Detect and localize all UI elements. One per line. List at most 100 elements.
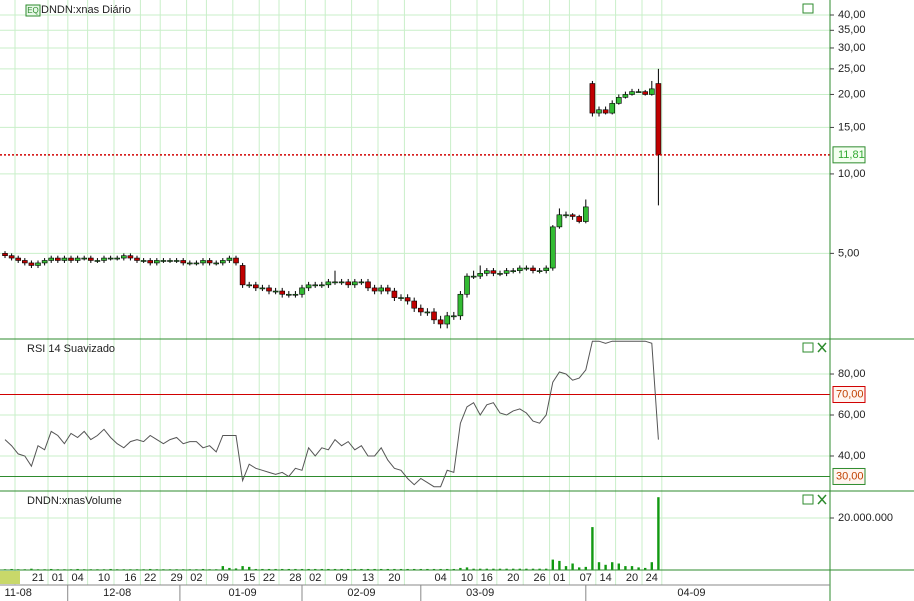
volume-bar xyxy=(399,568,403,570)
candle-body xyxy=(569,214,576,217)
candle-body xyxy=(352,281,358,286)
volume-bar xyxy=(50,568,53,570)
volume-bar xyxy=(545,568,548,570)
panel-title[interactable]: DNDN:xnas Diário xyxy=(41,4,131,16)
volume-bar xyxy=(386,568,390,570)
volume-bar xyxy=(267,568,271,570)
candle-body xyxy=(41,260,48,264)
volume-bar xyxy=(518,568,522,570)
candle-body xyxy=(8,255,15,259)
x-tick-label: 29 xyxy=(170,572,182,584)
candle-body xyxy=(391,290,398,298)
candle-body xyxy=(431,311,437,321)
candle-body xyxy=(206,260,213,264)
maximize-icon[interactable] xyxy=(802,342,814,353)
candle-body xyxy=(68,257,74,261)
volume-bar xyxy=(353,568,357,570)
grid-layer xyxy=(0,0,830,585)
candle-body xyxy=(22,260,28,264)
marks-layer xyxy=(0,68,830,570)
close-icon[interactable] xyxy=(817,494,827,505)
candle-body xyxy=(550,226,556,269)
candle-body xyxy=(140,260,147,262)
x-tick-label: 26 xyxy=(533,572,545,584)
candle-body xyxy=(173,260,180,262)
volume-bar xyxy=(578,567,581,570)
maximize-icon[interactable] xyxy=(802,3,814,14)
candle-body xyxy=(107,257,114,260)
x-tick-label: 14 xyxy=(599,572,611,584)
volume-bar xyxy=(485,568,489,570)
candle-body xyxy=(378,287,385,292)
close-icon[interactable] xyxy=(817,342,827,353)
candle-body xyxy=(35,262,41,266)
candle-body xyxy=(246,284,253,287)
candle-body xyxy=(602,109,609,114)
volume-bar xyxy=(287,568,291,570)
volume-bar xyxy=(149,568,152,570)
volume-bar xyxy=(492,568,495,570)
volume-bar xyxy=(531,568,535,570)
x-tick-label: 22 xyxy=(263,572,275,584)
volume-bar xyxy=(446,568,449,570)
candle-body xyxy=(589,83,596,114)
volume-bar xyxy=(228,567,231,570)
candle-body xyxy=(200,260,206,264)
volume-bar xyxy=(525,568,528,570)
panel-title[interactable]: DNDN:xnasVolume xyxy=(27,495,122,507)
candle-body xyxy=(114,257,121,260)
candle-body xyxy=(81,257,88,260)
x-tick-label: 21 xyxy=(32,572,44,584)
x-tick-label: 04 xyxy=(434,572,446,584)
volume-bar xyxy=(611,562,614,570)
volume-bar xyxy=(432,568,436,570)
candle-body xyxy=(642,91,649,95)
volume-bar xyxy=(241,566,244,570)
candle-body xyxy=(160,260,167,262)
x-tick-label: 15 xyxy=(243,572,255,584)
volume-bar xyxy=(294,568,297,570)
x-tick-label: 20 xyxy=(507,572,519,584)
candle-body xyxy=(649,88,655,95)
candle-body xyxy=(94,260,101,262)
x-tick-label: 28 xyxy=(289,572,301,584)
candle-body xyxy=(101,257,107,261)
candle-body xyxy=(272,290,279,293)
maximize-icon[interactable] xyxy=(802,494,814,505)
y-tick-label: 30,00 xyxy=(838,42,866,54)
panel-title[interactable]: RSI 14 Suavizado xyxy=(27,343,115,355)
candle-body xyxy=(490,270,497,274)
volume-bar xyxy=(30,568,33,570)
volume-bar xyxy=(498,568,502,570)
volume-bar xyxy=(591,527,594,570)
candle-body xyxy=(583,206,589,222)
x-tick-label: 20 xyxy=(626,572,638,584)
volume-bar xyxy=(459,567,462,570)
candle-body xyxy=(213,262,220,265)
volume-bar xyxy=(472,568,475,570)
x-tick-label: 10 xyxy=(461,572,473,584)
candle-body xyxy=(338,281,345,284)
candle-body xyxy=(404,297,411,302)
candle-body xyxy=(279,290,286,295)
last-price-box xyxy=(832,146,866,164)
volume-bar xyxy=(327,568,330,570)
candle-body xyxy=(292,293,299,296)
level-box xyxy=(832,386,866,404)
candle-body xyxy=(319,284,325,287)
volume-bar xyxy=(261,568,264,570)
month-label: 02-09 xyxy=(347,587,375,599)
candle-body xyxy=(616,97,622,104)
volume-bar xyxy=(320,568,324,570)
level-label: 70,00 xyxy=(836,388,864,400)
volume-bar xyxy=(558,560,561,570)
x-tick-label: 02 xyxy=(190,572,202,584)
y-tick-label: 80,00 xyxy=(838,368,866,380)
candle-body xyxy=(180,260,187,264)
candle-body xyxy=(259,287,266,290)
candle-body xyxy=(536,270,543,272)
volume-bar xyxy=(254,568,258,570)
candle-body xyxy=(15,257,22,261)
y-tick-label: 20,00 xyxy=(838,88,866,100)
